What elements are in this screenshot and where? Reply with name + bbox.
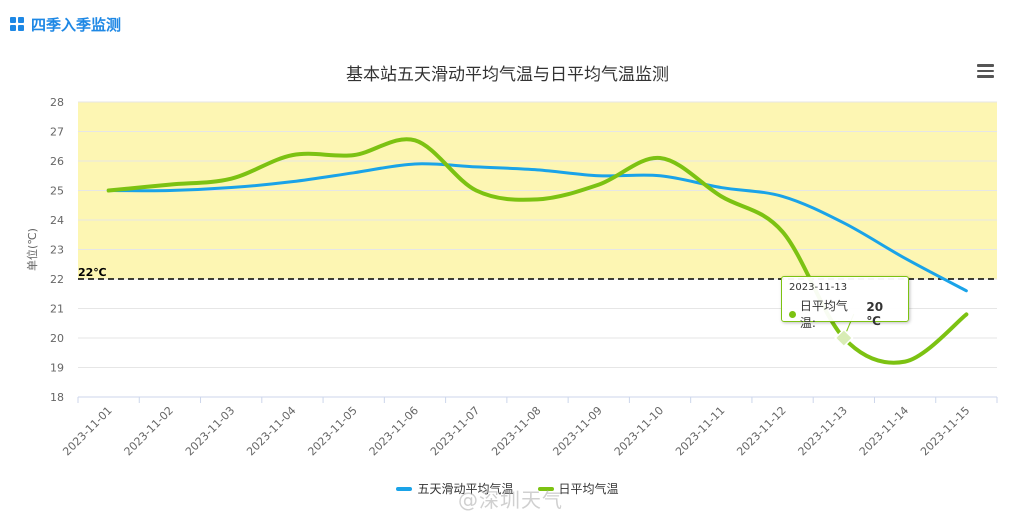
tooltip-series-dot <box>789 310 796 318</box>
y-tick-label: 22 <box>50 273 64 286</box>
x-tick-label: 2023-11-14 <box>857 404 911 458</box>
y-tick-label: 27 <box>50 126 64 139</box>
x-tick-label: 2023-11-04 <box>244 404 298 458</box>
tooltip-date: 2023-11-13 <box>789 282 848 293</box>
tooltip-value: 20 ℃ <box>866 300 884 328</box>
y-tick-label: 21 <box>50 303 64 316</box>
x-tick-label: 2023-11-03 <box>183 404 237 458</box>
x-tick-label: 2023-11-06 <box>367 404 421 458</box>
y-tick-label: 26 <box>50 155 64 168</box>
y-tick-label: 18 <box>50 391 64 404</box>
section-title: 四季入季监测 <box>31 15 122 34</box>
hover-marker <box>834 328 854 348</box>
x-tick-label: 2023-11-08 <box>489 404 543 458</box>
hamburger-icon-bar <box>977 75 994 78</box>
x-tick-label: 2023-11-10 <box>612 404 666 458</box>
chart-title: 基本站五天滑动平均气温与日平均气温监测 <box>346 65 669 85</box>
hamburger-icon-bar <box>977 69 994 72</box>
page-header: 四季入季监测 <box>10 13 121 35</box>
threshold-label: 22℃ <box>78 266 107 279</box>
x-tick-label: 2023-11-09 <box>550 404 604 458</box>
legend-label-five-day: 五天滑动平均气温 <box>417 482 514 496</box>
legend-item-five-day[interactable]: 五天滑动平均气温 <box>396 480 514 497</box>
chart-legend: 五天滑动平均气温 日平均气温 <box>0 480 1015 497</box>
hamburger-icon-bar <box>977 64 994 67</box>
legend-label-daily: 日平均气温 <box>558 482 619 496</box>
y-tick-label: 24 <box>50 214 64 227</box>
x-tick-label: 2023-11-01 <box>60 404 114 458</box>
series-five-day-line <box>107 162 968 293</box>
y-axis-label: 单位(℃) <box>25 228 39 271</box>
legend-item-daily[interactable]: 日平均气温 <box>537 480 619 497</box>
x-tick-label: 2023-11-13 <box>796 404 850 458</box>
watermark: @深圳天气 <box>458 488 563 512</box>
tooltip-series-label: 日平均气温: <box>799 299 848 330</box>
y-tick-label: 23 <box>50 244 64 257</box>
y-tick-label: 19 <box>50 362 64 375</box>
y-tick-label: 28 <box>50 96 64 109</box>
x-tick-label: 2023-11-05 <box>305 404 359 458</box>
legend-swatch-five-day <box>396 486 413 491</box>
chart-tooltip: 2023-11-13 日平均气温: 20 ℃ <box>781 276 909 330</box>
tooltip-row: 日平均气温: 20 ℃ <box>789 297 901 331</box>
x-tick-label: 2023-11-15 <box>918 404 972 458</box>
y-tick-label: 20 <box>50 332 64 345</box>
y-tick-label: 25 <box>50 185 64 198</box>
x-tick-label: 2023-11-12 <box>734 404 788 458</box>
chart-menu-button[interactable] <box>977 64 994 78</box>
legend-swatch-daily <box>537 486 554 491</box>
grid-icon <box>10 16 25 32</box>
x-tick-label: 2023-11-07 <box>428 404 482 458</box>
x-tick-label: 2023-11-11 <box>673 404 727 458</box>
x-tick-label: 2023-11-02 <box>122 404 176 458</box>
